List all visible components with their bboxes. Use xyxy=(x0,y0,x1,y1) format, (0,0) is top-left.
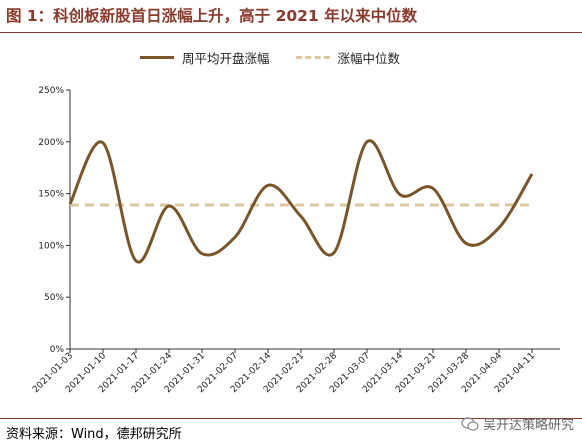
legend-item-median: 涨幅中位数 xyxy=(295,48,401,67)
wechat-icon xyxy=(461,416,479,431)
legend-swatch-dashed xyxy=(295,56,330,59)
watermark-text: 吴开达策略研究 xyxy=(482,418,574,433)
figure-title: 图 1：科创板新股首日涨幅上升，高于 2021 年以来中位数 xyxy=(6,7,418,25)
x-axis-ticks: 2021-01-032021-01-102021-01-172021-01-24… xyxy=(31,349,537,395)
y-tick-label: 250% xyxy=(38,86,64,96)
y-tick-label: 200% xyxy=(38,138,64,148)
legend-label-weekly-avg: 周平均开盘涨幅 xyxy=(182,51,270,66)
y-tick-label: 100% xyxy=(38,241,64,251)
watermark: 吴开达策略研究 xyxy=(461,414,574,433)
weekly-avg-line xyxy=(68,139,534,264)
series-layer xyxy=(68,139,534,264)
line-chart: 0% 50% 100% 150% 200% 250% 2021-01-032021-01-… xyxy=(31,86,560,395)
chart-legend: 周平均开盘涨幅 涨幅中位数 xyxy=(140,48,426,67)
title-divider xyxy=(0,32,582,33)
y-tick-label: 50% xyxy=(44,293,64,303)
source-note: 资料来源：Wind，德邦研究所 xyxy=(6,427,182,442)
footer-divider xyxy=(0,418,582,419)
y-tick-label: 0% xyxy=(50,345,65,355)
legend-swatch-solid xyxy=(140,56,174,59)
legend-item-weekly-avg: 周平均开盘涨幅 xyxy=(140,48,270,67)
y-tick-label: 150% xyxy=(38,190,64,200)
legend-label-median: 涨幅中位数 xyxy=(337,51,401,66)
y-axis-ticks: 0% 50% 100% 150% 200% 250% xyxy=(38,86,70,355)
